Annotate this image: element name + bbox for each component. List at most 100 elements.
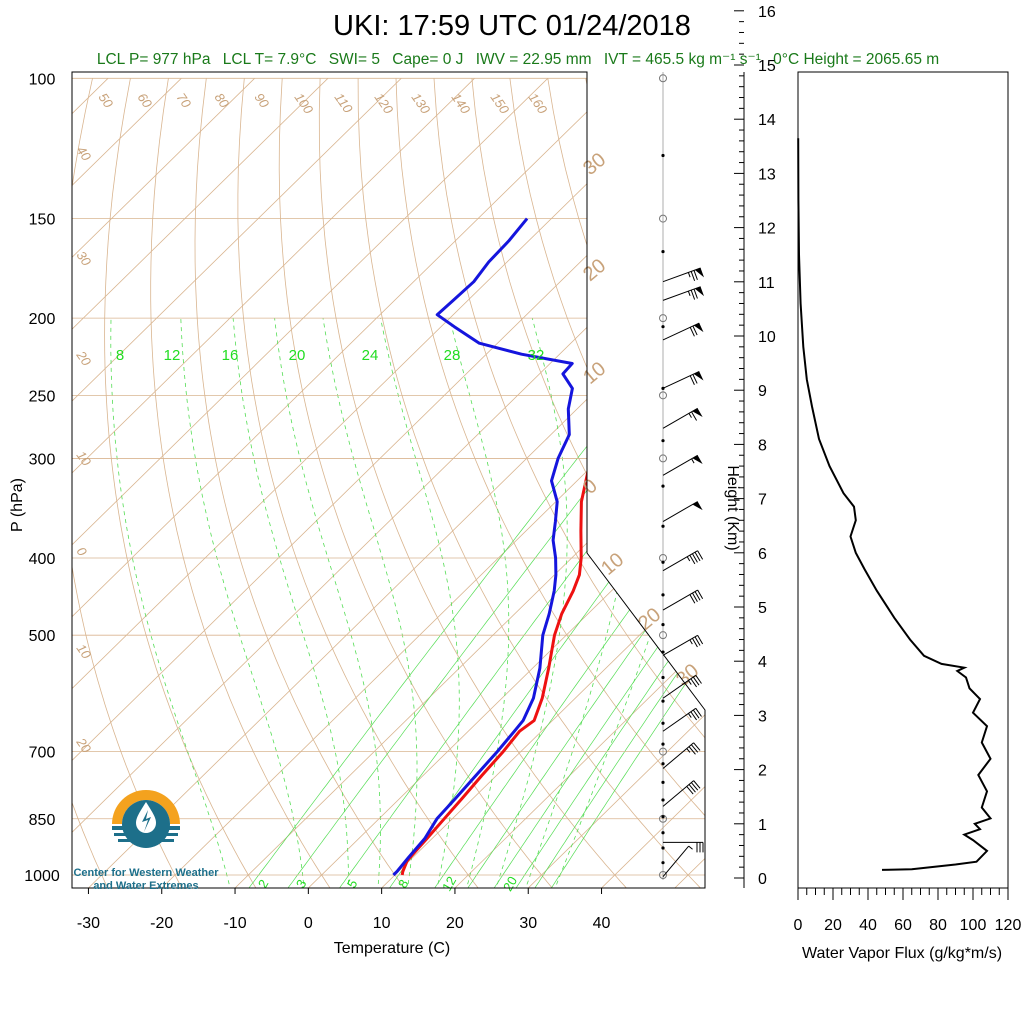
temperature-tick-label: 0 (304, 915, 313, 932)
adiabat-label: 160 (526, 90, 551, 117)
mixing-ratio-line (532, 366, 705, 888)
adiabat-label: 70 (174, 90, 195, 111)
wind-barb (662, 845, 693, 878)
height-tick-label: 7 (758, 492, 767, 509)
isotherm-line (72, 78, 695, 888)
flux-line (797, 138, 993, 871)
barb-flag (692, 709, 700, 719)
height-tick-label: 5 (758, 600, 767, 617)
mixing-ratio-label: 28 (444, 347, 461, 364)
barb-shaft (662, 780, 694, 807)
isotherm-label-left: 20 (73, 734, 95, 756)
wind-barb (662, 780, 701, 807)
barb-shaft (662, 589, 698, 611)
dry-adiabat-line (433, 78, 705, 888)
mixing-ratio-line (284, 366, 683, 888)
isotherm-line (72, 78, 329, 888)
mixing-ratio-label: 24 (362, 347, 379, 364)
pressure-tick-label: 1000 (24, 868, 60, 885)
logo-line-2: and Water Extremes (93, 880, 198, 892)
barb-flag (688, 784, 696, 793)
logo-sun-arc (112, 790, 180, 824)
isotherm-line (84, 78, 705, 888)
barb-dot (661, 815, 665, 819)
temperature-tick-label: 10 (373, 915, 391, 932)
pressure-tick-label: 850 (29, 812, 56, 829)
dry-adiabat-line (150, 78, 333, 888)
pressure-circle-marker (659, 454, 667, 463)
barb-dot (661, 742, 665, 746)
barb-flag (692, 374, 698, 384)
adiabat-label: 110 (332, 90, 357, 116)
barb-dot (661, 439, 665, 443)
mixing-ratio-label-lower: 12 (439, 874, 459, 894)
mixing-ratio-label-lower: 5 (344, 877, 361, 891)
adiabat-label: 150 (488, 90, 513, 117)
barb-flag (686, 786, 694, 795)
adiabat-label: 60 (135, 90, 156, 111)
barb-pennant (692, 455, 703, 464)
dry-adiabat-line (623, 78, 705, 888)
dry-adiabat-line (775, 78, 1024, 892)
dry-adiabat-line (699, 78, 705, 888)
pressure-tick-label: 700 (29, 745, 56, 762)
flux-tick-label: 40 (859, 917, 877, 934)
isotherm-label-left: 10 (74, 448, 95, 469)
temperature-tick-label: -10 (223, 915, 246, 932)
barb-pennant (692, 408, 703, 417)
barb-flag (692, 325, 698, 336)
barb-dot (661, 593, 665, 597)
flux-tick-label: 100 (960, 917, 987, 934)
adiabat-label: 130 (409, 90, 434, 117)
temperature-tick-label: 40 (593, 915, 611, 932)
height-tick-label: 4 (758, 654, 767, 671)
wind-barb (662, 589, 704, 611)
barb-flag (693, 742, 701, 751)
barb-dot (661, 650, 665, 654)
flux-tick-label: 60 (894, 917, 912, 934)
barb-half-flag (689, 639, 693, 645)
lightning-icon (142, 810, 151, 832)
height-tick-label: 12 (758, 221, 776, 238)
moist-adiabat-line (553, 318, 705, 888)
isotherm-line (524, 78, 705, 888)
barb-shaft (662, 501, 698, 522)
barb-half-flag (687, 713, 692, 718)
skewt-y-label: P (hPa) (9, 478, 26, 532)
barb-half-flag (686, 556, 691, 562)
isotherm-label-left: 20 (73, 347, 95, 369)
barb-flag (690, 744, 699, 753)
height-tick-label: 2 (758, 763, 767, 780)
temperature-tick-label: -20 (150, 915, 173, 932)
barb-flag (695, 675, 702, 684)
isotherm-label-left: 40 (74, 143, 95, 164)
barb-flag (697, 589, 704, 599)
isotherm-line (72, 78, 402, 888)
barb-dot (661, 721, 665, 725)
dry-adiabat-line (104, 78, 259, 888)
barb-flag (689, 554, 696, 565)
stats-line: LCL P= 977 hPa LCL T= 7.9°C SWI= 5 Cape=… (97, 51, 939, 68)
cw3e-logo: Center for Western Weather and Water Ext… (73, 790, 219, 892)
mixing-ratio-label: 16 (222, 347, 239, 364)
height-tick-label: 9 (758, 383, 767, 400)
mixing-ratio-line (513, 366, 705, 888)
isotherm-label-left: 0 (74, 544, 91, 559)
barb-dot (661, 780, 665, 784)
dry-adiabat-line (278, 78, 556, 888)
dry-adiabat-line (851, 78, 1024, 892)
logo-line-1: Center for Western Weather (73, 867, 219, 879)
moist-adiabat-line (110, 318, 232, 888)
wind-barb (662, 322, 704, 341)
skewt-background (72, 77, 1024, 892)
barb-flag (692, 592, 698, 602)
mixing-ratio-label: 8 (116, 347, 124, 364)
barb-shaft (662, 634, 698, 656)
wind-barb (662, 742, 701, 769)
barb-flag (688, 746, 696, 755)
barb-flag (690, 782, 699, 791)
barb-dot (661, 524, 665, 528)
barb-dot (661, 325, 665, 329)
barb-flag (689, 327, 695, 337)
